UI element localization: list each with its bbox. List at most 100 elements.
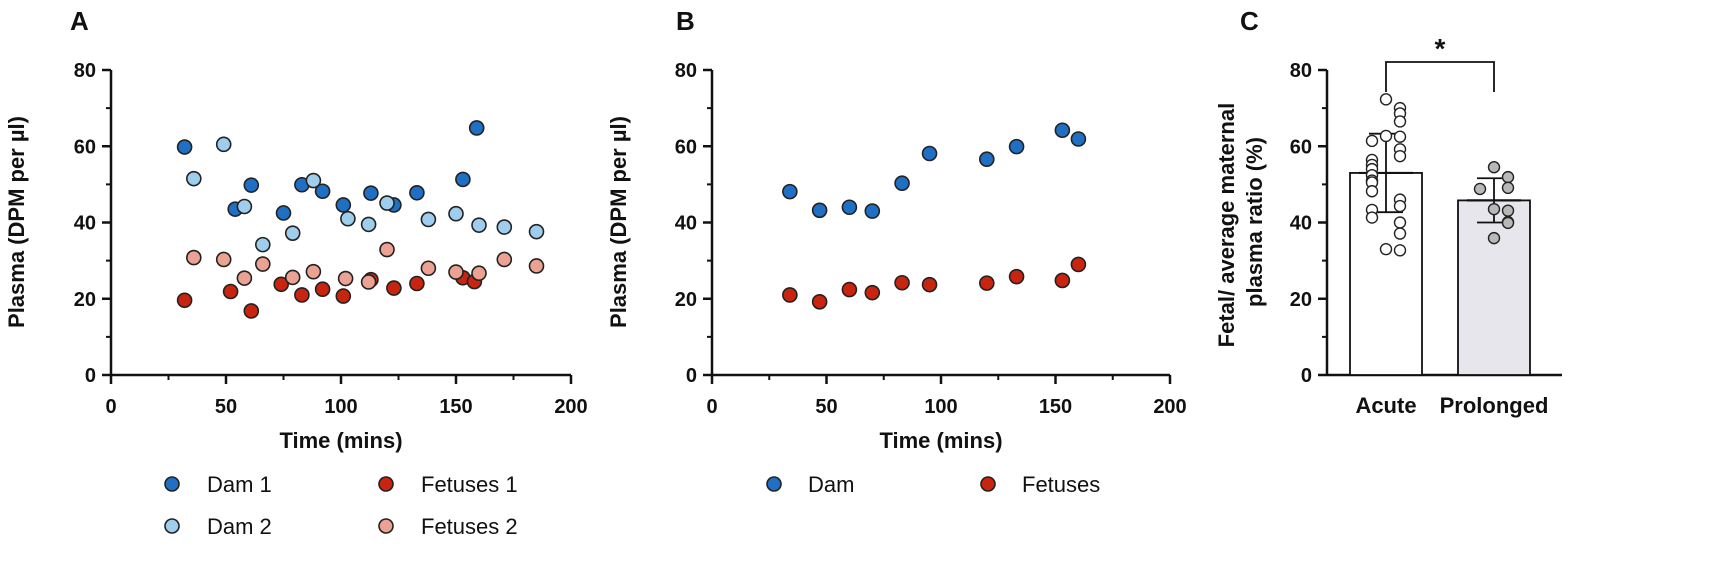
x-tick-label: 0 [105, 396, 116, 418]
legend-item-dam-2: Dam 2 [164, 514, 272, 539]
legend-marker-fetuses-2 [378, 518, 394, 534]
panel-a-points [176, 120, 545, 319]
point-fetuses [1070, 256, 1087, 273]
point-fetuses-1 [335, 288, 352, 304]
point-fetuses-2 [448, 264, 464, 280]
y-tick-label: 0 [1301, 365, 1312, 387]
point-dam-1 [314, 183, 331, 200]
point-dam [782, 183, 798, 200]
legend-label-fetuses-1: Fetuses 1 [421, 472, 518, 497]
legend-marker-dam-1 [164, 476, 180, 492]
point-fetuses-2 [254, 256, 271, 272]
point-fetuses-1 [294, 287, 310, 303]
point-fetuses-2 [496, 251, 513, 268]
point-dam-2 [448, 205, 464, 222]
point-fetuses [811, 293, 828, 310]
point-prolonged [1487, 202, 1501, 216]
point-dam-2 [340, 210, 356, 227]
significance-bracket: * [1385, 33, 1495, 92]
point-fetuses-1 [273, 276, 290, 293]
point-acute [1393, 244, 1407, 257]
panel-b: B 0 20 40 60 80 0 50 100 150 200 Time (mins) Pla… [606, 6, 1187, 497]
panel-c-y-axis-title: Fetal/ average maternal plasma ratio (%) [1214, 97, 1267, 348]
panel-b-y-axis-title: Plasma (DPM per µl) [606, 116, 631, 328]
panel-c-bars [1349, 172, 1531, 376]
point-fetuses [1008, 268, 1025, 285]
y-tick-label: 0 [686, 365, 697, 387]
legend-item-dam-1: Dam 1 [164, 472, 272, 497]
point-dam-2 [360, 216, 377, 233]
point-acute [1379, 129, 1393, 143]
point-dam [811, 202, 828, 219]
panel-a-letter: A [70, 6, 89, 36]
x-tick-label: 150 [439, 396, 472, 418]
point-acute [1365, 185, 1379, 198]
point-dam-2 [379, 195, 395, 211]
x-tick-label: 50 [215, 396, 237, 418]
point-fetuses-1 [386, 280, 402, 296]
panel-c-y-ticks: 0 20 40 60 80 [1290, 60, 1327, 387]
point-fetuses-2 [337, 270, 354, 287]
point-fetuses-2 [528, 258, 545, 274]
y-tick-label: 60 [1290, 136, 1312, 158]
point-prolonged [1487, 161, 1501, 174]
panel-c-category-labels: Acute Prolonged [1355, 393, 1548, 418]
point-dam-2 [284, 225, 301, 241]
legend-marker-fetuses [980, 476, 996, 492]
legend-item-fetuses-1: Fetuses 1 [378, 472, 518, 497]
panel-a-x-ticks: 0 50 100 150 200 [105, 375, 588, 418]
point-dam-2 [254, 236, 271, 253]
legend-marker-fetuses-1 [378, 476, 394, 492]
point-dam-2 [236, 198, 253, 215]
point-fetuses-2 [215, 251, 232, 268]
point-fetuses-2 [236, 270, 253, 286]
point-dam-1 [176, 139, 193, 155]
x-tick-label: 50 [815, 396, 837, 418]
panel-a-legend: Dam 1 Fetuses 1 Dam 2 Fetuses 2 [164, 472, 518, 539]
legend-item-dam: Dam [766, 472, 854, 497]
panel-b-letter: B [676, 6, 695, 36]
point-fetuses [782, 287, 798, 303]
y-tick-label: 80 [675, 60, 697, 82]
legend-marker-dam-2 [164, 518, 180, 534]
panel-b-x-ticks: 0 50 100 150 200 [706, 375, 1187, 418]
point-dam [1070, 131, 1087, 147]
panel-b-points [782, 122, 1087, 310]
panel-b-legend: Dam Fetuses [766, 472, 1100, 497]
point-dam-1 [409, 184, 425, 201]
point-dam [841, 199, 858, 216]
point-dam [978, 151, 995, 168]
y-tick-label: 20 [1290, 289, 1312, 311]
point-fetuses-1 [222, 283, 239, 300]
x-tick-label: 200 [1153, 396, 1186, 418]
point-dam-1 [363, 185, 379, 201]
point-acute [1393, 199, 1407, 213]
panel-c: C 0 20 40 60 80 Acute Prolonged * Fetal/ aver… [1214, 6, 1562, 418]
point-fetuses [864, 284, 881, 301]
point-dam-2 [528, 223, 545, 240]
panel-a-y-axis-title: Plasma (DPM per µl) [4, 116, 29, 328]
point-fetuses-2 [379, 241, 395, 258]
panel-a-y-ticks: 0 20 40 60 80 [74, 60, 111, 387]
y-tick-label: 0 [85, 365, 96, 387]
category-label-acute: Acute [1355, 393, 1416, 418]
point-dam-2 [471, 217, 487, 233]
point-fetuses-1 [243, 303, 260, 319]
y-tick-label: 20 [675, 289, 697, 311]
x-tick-label: 100 [924, 396, 957, 418]
point-fetuses-2 [471, 265, 487, 282]
x-tick-label: 100 [324, 396, 357, 418]
category-label-prolonged: Prolonged [1440, 393, 1549, 418]
panel-a: A 0 20 40 60 80 0 50 100 150 200 Time (mins) Pla… [4, 6, 588, 539]
point-dam-2 [420, 211, 437, 228]
point-fetuses-2 [360, 274, 377, 290]
point-dam-2 [215, 136, 232, 153]
point-dam-1 [468, 120, 485, 136]
point-prolonged [1501, 181, 1515, 195]
point-acute [1393, 216, 1407, 229]
panel-c-y-axis-title-line-1: Fetal/ average maternal [1214, 103, 1239, 348]
point-fetuses-1 [176, 292, 193, 309]
significance-bracket-line [1385, 61, 1495, 92]
point-acute [1393, 130, 1407, 143]
